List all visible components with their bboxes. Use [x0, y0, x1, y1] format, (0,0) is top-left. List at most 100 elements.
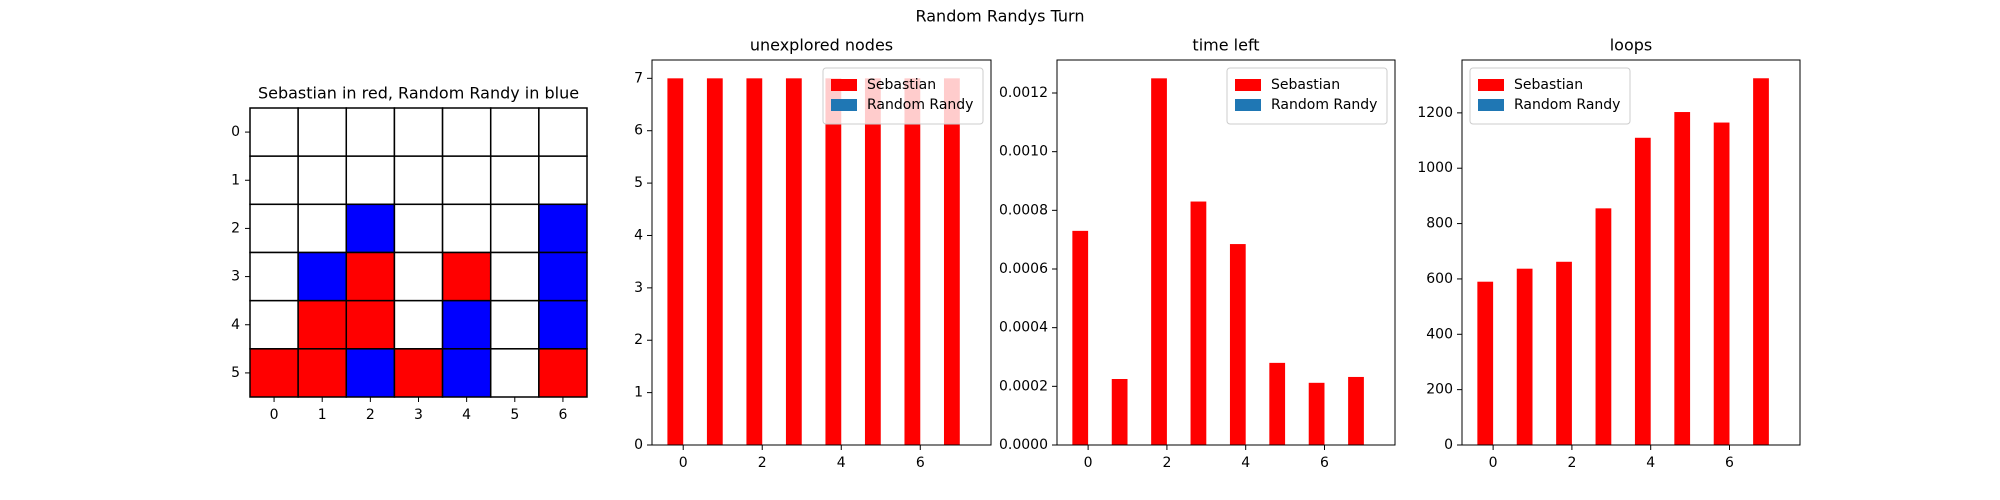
- bar: [1674, 112, 1691, 445]
- board-cell: [297, 107, 348, 157]
- bar: [1269, 362, 1286, 445]
- subplot-title: time left: [1192, 36, 1259, 55]
- y-tick-label: 0.0004: [999, 320, 1048, 336]
- y-tick-label: 0.0012: [999, 85, 1048, 101]
- y-tick-label: 4: [634, 227, 643, 243]
- legend-label: Sebastian: [867, 77, 936, 93]
- bar: [1348, 376, 1364, 445]
- board-cell: [441, 299, 492, 350]
- board-cell: [345, 348, 396, 398]
- subplot-title: loops: [1610, 36, 1653, 55]
- x-tick-label: 4: [1646, 455, 1655, 471]
- board-cell: [538, 107, 588, 157]
- bar: [706, 78, 723, 445]
- legend-box: [822, 67, 984, 125]
- x-tick-label: 1: [318, 407, 327, 423]
- axes-frame: [651, 59, 992, 446]
- figure-title: Random Randys Turn: [915, 7, 1084, 26]
- board-cell: [393, 155, 444, 206]
- board-cell: [345, 107, 396, 157]
- board-cell: [393, 251, 444, 302]
- y-tick-label: 3: [231, 269, 240, 285]
- board-cell: [393, 348, 444, 398]
- board-cell: [538, 203, 588, 254]
- x-tick-label: 4: [1241, 455, 1250, 471]
- board-cell: [297, 348, 348, 398]
- bar: [785, 78, 802, 445]
- board-cell: [393, 203, 444, 254]
- y-tick-label: 0: [231, 124, 240, 140]
- legend-swatch: [831, 79, 857, 91]
- y-tick-label: 1200: [1417, 105, 1453, 121]
- legend-swatch: [831, 99, 857, 111]
- x-tick-label: 3: [414, 407, 423, 423]
- x-tick-label: 0: [1489, 455, 1498, 471]
- board-cell: [489, 107, 540, 157]
- bar: [1713, 122, 1730, 445]
- bar: [1151, 78, 1167, 445]
- bar: [1556, 261, 1572, 445]
- y-tick-label: 600: [1426, 271, 1453, 287]
- y-tick-label: 2: [231, 220, 240, 236]
- y-tick-label: 1: [634, 385, 643, 401]
- y-tick-label: 0.0010: [999, 144, 1048, 160]
- axes-frame: [1056, 59, 1396, 446]
- axes-frame: [1461, 59, 1801, 446]
- legend-swatch: [1478, 99, 1504, 111]
- legend-box: [1226, 67, 1388, 125]
- board-cell: [441, 155, 492, 206]
- y-tick-label: 1: [231, 172, 240, 188]
- legend-swatch: [1235, 79, 1261, 91]
- legend-swatch: [1478, 79, 1504, 91]
- y-tick-label: 4: [231, 317, 240, 333]
- y-tick-label: 0.0000: [999, 437, 1048, 453]
- bar: [1072, 230, 1089, 445]
- board-cell: [249, 155, 299, 206]
- bar: [1229, 244, 1246, 445]
- bar: [1190, 201, 1207, 445]
- y-tick-label: 0.0002: [999, 378, 1048, 394]
- board-cell: [538, 251, 588, 302]
- board-cell: [489, 251, 540, 302]
- board-cell: [489, 203, 540, 254]
- bar: [825, 78, 842, 445]
- y-tick-label: 200: [1426, 382, 1453, 398]
- legend-box: [1469, 67, 1631, 125]
- x-tick-label: 6: [558, 407, 567, 423]
- x-tick-label: 6: [916, 455, 925, 471]
- x-tick-label: 4: [837, 455, 846, 471]
- board-cell: [393, 299, 444, 350]
- board-cell: [345, 299, 396, 350]
- board-cell: [297, 203, 348, 254]
- y-tick-label: 800: [1426, 216, 1453, 232]
- y-tick-label: 2: [634, 332, 643, 348]
- y-tick-label: 5: [231, 365, 240, 381]
- board-cell: [538, 299, 588, 350]
- y-tick-label: 6: [634, 123, 643, 139]
- board-cell: [489, 299, 540, 350]
- legend-label: Random Randy: [867, 97, 973, 113]
- y-tick-label: 0.0008: [999, 202, 1048, 218]
- bar: [864, 78, 881, 445]
- legend-label: Sebastian: [1271, 77, 1340, 93]
- board-cell: [249, 251, 299, 302]
- y-tick-label: 5: [634, 175, 643, 191]
- board-cell: [345, 155, 396, 206]
- legend-label: Random Randy: [1271, 97, 1377, 113]
- y-tick-label: 0: [634, 437, 643, 453]
- bar: [1516, 268, 1533, 445]
- board-cell: [297, 251, 348, 302]
- bar: [1477, 281, 1494, 445]
- board-cell: [345, 203, 396, 254]
- bar: [1111, 379, 1128, 445]
- legend-label: Random Randy: [1514, 97, 1620, 113]
- y-tick-label: 400: [1426, 326, 1453, 342]
- bar: [1595, 208, 1612, 445]
- subplot-title: unexplored nodes: [750, 36, 893, 55]
- x-tick-label: 5: [510, 407, 519, 423]
- x-tick-label: 0: [679, 455, 688, 471]
- legend-swatch: [1235, 99, 1261, 111]
- x-tick-label: 0: [1084, 455, 1093, 471]
- bar: [943, 78, 960, 445]
